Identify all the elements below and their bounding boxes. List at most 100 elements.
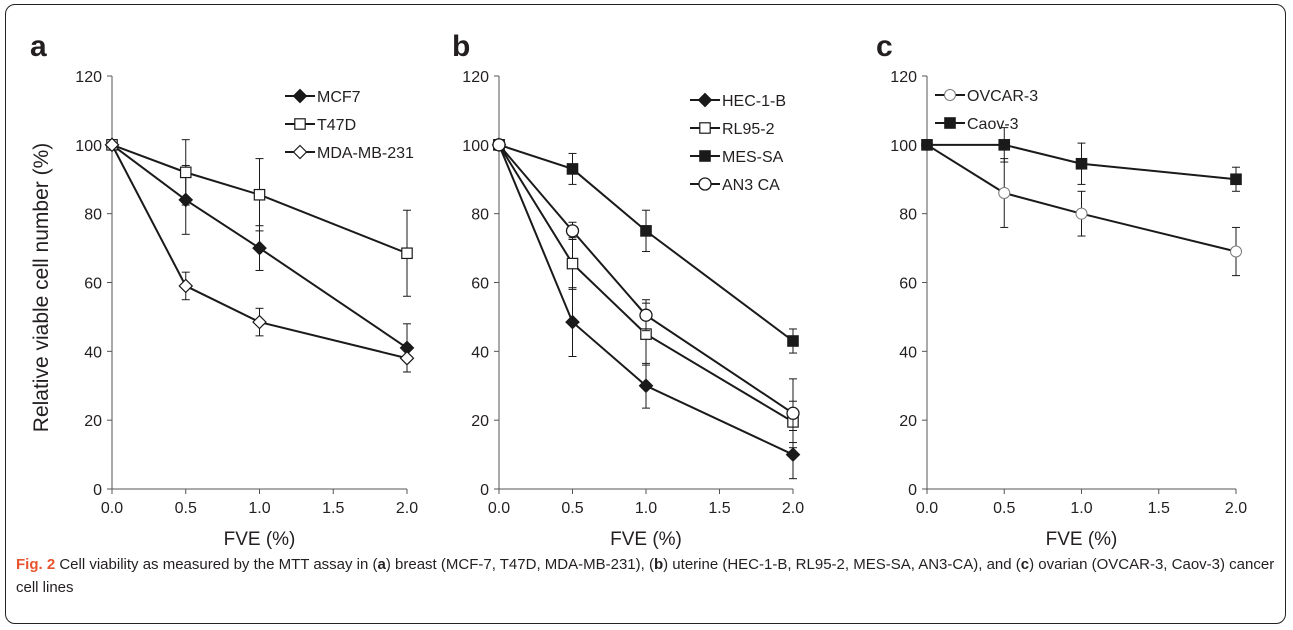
series-line xyxy=(111,144,408,349)
data-point xyxy=(998,187,1011,200)
legend-marker xyxy=(294,118,306,130)
y-tick-label: 40 xyxy=(899,344,917,361)
y-tick-label: 100 xyxy=(890,138,917,155)
legend-label: MDA-MB-231 xyxy=(317,145,414,162)
data-point xyxy=(1075,207,1088,220)
legend-label: HEC-1-B xyxy=(722,93,786,110)
figure-caption: Fig. 2 Cell viability as measured by the… xyxy=(16,553,1278,599)
x-tick-label: 1.5 xyxy=(708,500,730,517)
x-tick-label: 0.5 xyxy=(993,500,1015,517)
y-axis-label: Relative viable cell number (%) xyxy=(30,143,53,432)
panel-label: c xyxy=(876,30,893,63)
y-tick-label: 40 xyxy=(84,344,102,361)
x-tick-label: 0.0 xyxy=(101,500,123,517)
data-point xyxy=(179,166,192,179)
series-mda-mb-231 xyxy=(104,137,415,373)
chart-panel-c: c 0 20 40 60 80 100 120 0.0 0.5 1.0 1.5 2.0 FVE (%) OV… xyxy=(876,30,1247,550)
x-tick-label: 0.5 xyxy=(561,500,583,517)
caption-panel-ref: c xyxy=(1020,556,1030,573)
data-point xyxy=(566,163,579,175)
legend-marker xyxy=(944,117,956,129)
legend: HEC-1-B RL95-2 MES-SA AN3 CA xyxy=(690,92,786,194)
x-tick-label: 1.0 xyxy=(248,500,270,517)
data-point xyxy=(998,139,1011,151)
legend: OVCAR-3 Caov-3 xyxy=(935,88,1038,133)
x-tick-label: 2.0 xyxy=(1225,500,1247,517)
data-point xyxy=(1230,245,1242,258)
x-tick-label: 1.0 xyxy=(635,500,657,517)
legend-label: Caov-3 xyxy=(967,116,1019,133)
legend-label: MES-SA xyxy=(722,149,784,166)
series-t47d xyxy=(106,139,413,297)
data-point xyxy=(401,247,413,260)
y-tick-label: 40 xyxy=(471,344,489,361)
data-point xyxy=(253,188,266,201)
caption-segment: ) ovarian (OVCAR-3, Caov-3) cancer cell … xyxy=(16,556,1275,596)
caption-segment: ) breast (MCF-7, T47D, MDA-MB-231), ( xyxy=(385,556,654,573)
data-point xyxy=(1075,157,1088,170)
data-point xyxy=(104,137,120,153)
legend-marker xyxy=(699,150,711,162)
x-tick-label: 0.0 xyxy=(916,500,938,517)
y-tick-label: 20 xyxy=(84,413,102,430)
data-point xyxy=(252,314,267,330)
caption-panel-ref: a xyxy=(377,556,386,573)
data-point xyxy=(786,406,800,420)
legend-marker xyxy=(697,92,713,108)
y-tick-label: 100 xyxy=(462,138,489,155)
series-line xyxy=(926,143,1237,253)
data-point xyxy=(921,139,933,151)
y-tick-label: 20 xyxy=(471,413,489,430)
figure-frame xyxy=(5,4,1286,624)
data-point xyxy=(178,278,194,294)
x-axis-label: FVE (%) xyxy=(1046,529,1118,550)
y-tick-label: 80 xyxy=(84,207,102,224)
x-tick-label: 1.5 xyxy=(1148,500,1170,517)
series-line xyxy=(111,143,408,255)
data-point xyxy=(787,335,799,347)
series-line xyxy=(498,143,794,342)
series-line xyxy=(111,144,408,360)
data-point xyxy=(565,314,580,330)
chart-panel-b: b 0 20 40 60 80 100 120 0.0 0.5 1.0 1.5 2.0 FVE (%) HE… xyxy=(452,30,804,550)
data-point xyxy=(785,447,801,462)
y-tick-label: 60 xyxy=(899,276,917,293)
series-an3-ca xyxy=(492,138,800,449)
y-tick-label: 0 xyxy=(480,482,489,499)
y-tick-label: 0 xyxy=(93,482,102,499)
panel-label: a xyxy=(30,30,47,63)
data-point xyxy=(638,378,654,394)
y-tick-label: 0 xyxy=(908,482,917,499)
data-point xyxy=(566,257,579,270)
data-point xyxy=(252,240,267,256)
legend-label: OVCAR-3 xyxy=(967,88,1038,105)
legend-marker xyxy=(292,88,308,104)
series-line xyxy=(498,144,794,456)
y-tick-label: 80 xyxy=(899,207,917,224)
legend-marker xyxy=(699,122,711,134)
y-tick-label: 120 xyxy=(75,69,102,86)
series-line xyxy=(927,143,1237,181)
x-axis-label: FVE (%) xyxy=(610,529,682,550)
data-point xyxy=(1230,173,1242,186)
x-axis-label: FVE (%) xyxy=(224,529,296,550)
legend-label: MCF7 xyxy=(317,89,361,106)
y-tick-label: 120 xyxy=(890,69,917,86)
panel-label: b xyxy=(452,30,470,63)
x-tick-label: 1.5 xyxy=(322,500,344,517)
data-point xyxy=(492,138,506,152)
legend-marker xyxy=(944,89,956,101)
x-tick-label: 2.0 xyxy=(782,500,804,517)
legend-label: AN3 CA xyxy=(722,177,780,194)
caption-segment: ) uterine (HEC-1-B, RL95-2, MES-SA, AN3-… xyxy=(663,556,1021,573)
caption-text: Cell viability as measured by the MTT as… xyxy=(16,556,1274,596)
caption-segment: Cell viability as measured by the MTT as… xyxy=(55,556,378,573)
chart-panel-a: a 0 20 40 60 80 100 120 0.0 0.5 1.0 1.5 2.0 FVE (%) Re… xyxy=(30,30,418,550)
y-tick-label: 80 xyxy=(471,207,489,224)
legend-marker xyxy=(698,177,712,191)
caption-panel-ref: b xyxy=(653,556,664,573)
legend: MCF7 T47D MDA-MB-231 xyxy=(285,88,414,162)
y-tick-label: 100 xyxy=(75,138,102,155)
x-tick-label: 0.0 xyxy=(488,500,510,517)
data-point xyxy=(399,350,415,366)
